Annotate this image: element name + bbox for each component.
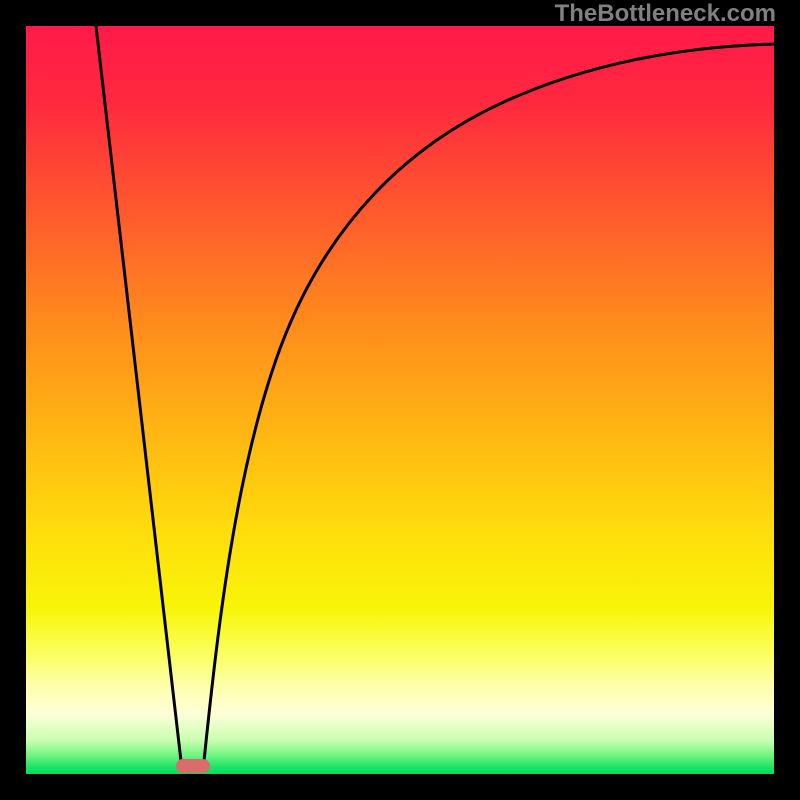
optimum-marker (176, 759, 210, 773)
right-curve (204, 44, 774, 761)
plot-area (26, 26, 774, 774)
watermark-text: TheBottleneck.com (555, 0, 776, 28)
bottleneck-curves (26, 26, 774, 774)
left-curve (96, 26, 181, 761)
